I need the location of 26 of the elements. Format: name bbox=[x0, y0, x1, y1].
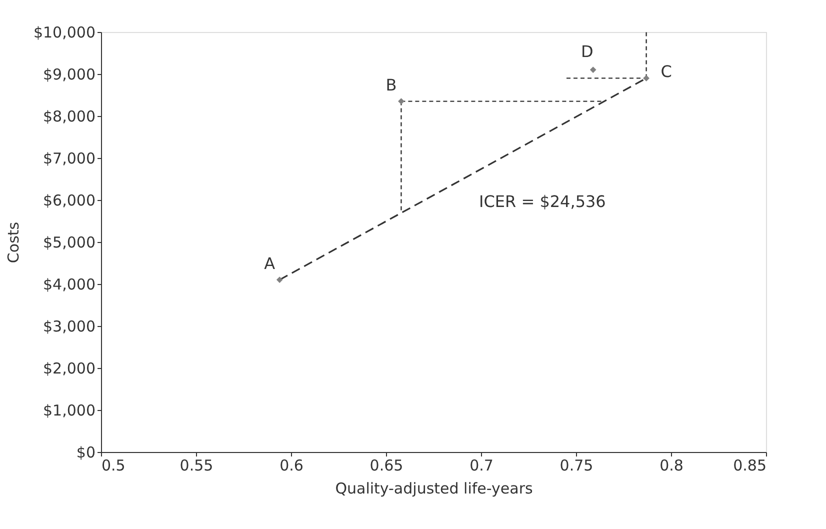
y-tick-label: $7,000 bbox=[43, 150, 96, 168]
y-tick-label: $4,000 bbox=[43, 276, 96, 294]
data-label: B bbox=[386, 75, 397, 94]
x-tick-label: 0.8 bbox=[660, 456, 684, 474]
x-tick-label: 0.75 bbox=[560, 456, 594, 474]
x-tick-label: 0.6 bbox=[280, 456, 304, 474]
y-axis-title: Costs bbox=[4, 222, 22, 264]
y-tick-label: $8,000 bbox=[43, 108, 96, 126]
x-tick-label: 0.5 bbox=[102, 456, 126, 474]
x-tick-label: 0.65 bbox=[370, 456, 404, 474]
y-tick-label: $0 bbox=[76, 444, 96, 462]
y-tick-label: $6,000 bbox=[43, 192, 96, 210]
annotation: ICER = $24,536 bbox=[479, 192, 606, 211]
data-label: D bbox=[580, 42, 594, 61]
x-tick-label: 0.85 bbox=[733, 456, 766, 474]
x-tick-label: 0.55 bbox=[180, 456, 214, 474]
y-tick-label: $2,000 bbox=[43, 360, 96, 378]
y-tick-label: $10,000 bbox=[33, 24, 96, 42]
data-label: A bbox=[264, 254, 276, 273]
y-tick-label: $3,000 bbox=[43, 318, 96, 336]
y-tick-label: $9,000 bbox=[43, 66, 96, 84]
x-tick-label: 0.7 bbox=[470, 456, 494, 474]
x-axis-title: Quality-adjusted life-years bbox=[335, 480, 533, 498]
data-label: C bbox=[660, 62, 672, 82]
y-tick-label: $5,000 bbox=[43, 234, 96, 252]
y-tick-label: $1,000 bbox=[43, 402, 96, 420]
